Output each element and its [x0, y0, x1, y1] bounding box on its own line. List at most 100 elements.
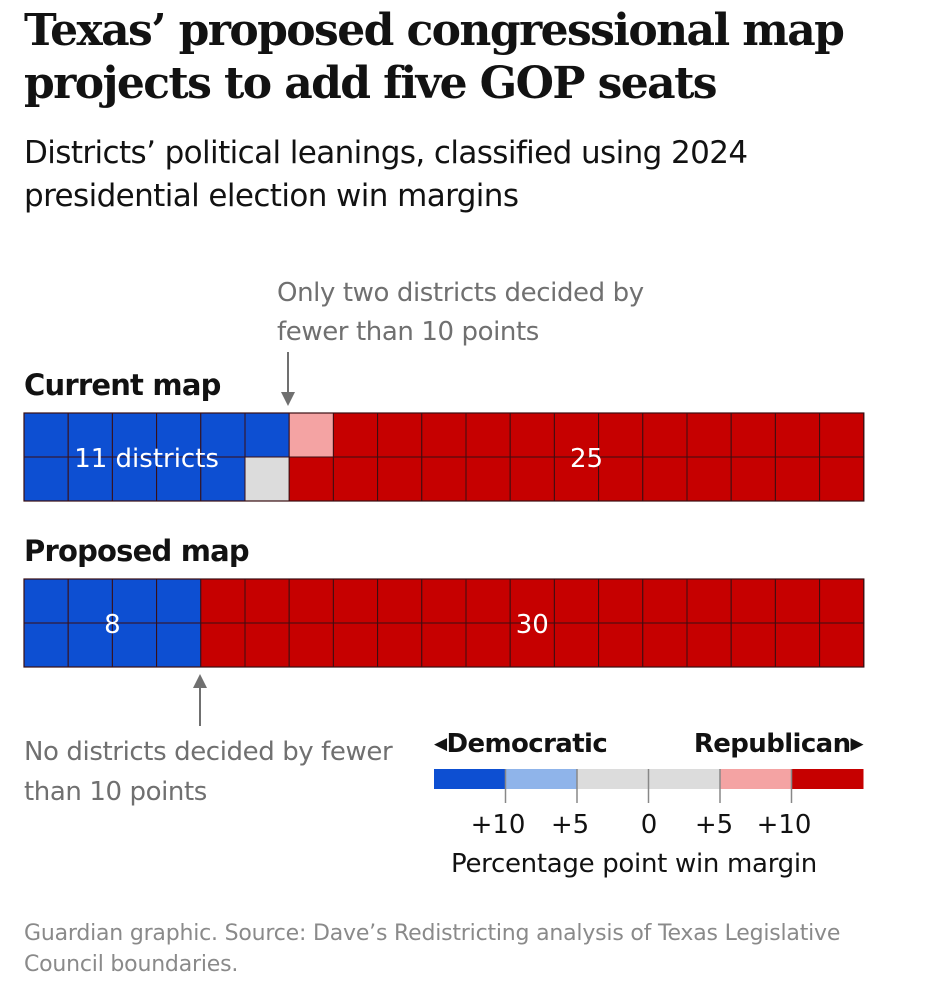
- district-cell-rep_strong: [642, 622, 688, 668]
- district-cell-rep_strong: [421, 622, 467, 668]
- legend-bin-tossup: [577, 769, 649, 789]
- legend-tick: +5: [694, 810, 734, 840]
- district-cell-rep_strong: [332, 456, 379, 502]
- district-cell-dem_strong: [200, 456, 246, 502]
- dem-count-label: 8: [104, 610, 121, 640]
- legend-color-bar: [434, 769, 864, 803]
- district-cell-dem_strong: [156, 622, 202, 668]
- arrow-up-icon: [193, 674, 207, 688]
- district-cell-dem_strong: [23, 578, 69, 624]
- district-cell-dem_strong: [23, 456, 69, 502]
- dem-count-label: 11 districts: [74, 444, 219, 474]
- district-cell-rep_strong: [730, 412, 776, 458]
- district-cell-rep_strong: [774, 622, 821, 668]
- district-cell-rep_strong: [465, 456, 511, 502]
- proposed-map-label: Proposed map: [24, 534, 250, 568]
- district-cell-rep_strong: [598, 456, 644, 502]
- district-cell-rep_strong: [421, 456, 467, 502]
- legend-bin-dem_lean: [505, 769, 578, 789]
- legend-democratic-label: Democratic: [446, 729, 608, 759]
- legend-axis-title: Percentage point win margin: [451, 849, 817, 879]
- district-cell-rep_strong: [244, 622, 290, 668]
- district-cell-tossup: [244, 456, 290, 502]
- arrow-down-icon: [281, 392, 295, 406]
- district-cell-rep_strong: [642, 412, 688, 458]
- district-cell-rep_strong: [377, 578, 423, 624]
- district-cell-rep_strong: [509, 456, 555, 502]
- legend-bin-tossup: [648, 769, 721, 789]
- rep-count-label: 25: [570, 444, 603, 474]
- district-cell-rep_strong: [288, 456, 334, 502]
- district-cell-rep_strong: [465, 622, 511, 668]
- source-note: Guardian graphic. Source: Dave’s Redistr…: [24, 921, 841, 977]
- legend-bin-dem_strong: [434, 769, 506, 789]
- district-cell-rep_strong: [730, 622, 776, 668]
- district-cell-dem_strong: [67, 456, 113, 502]
- district-cell-rep_strong: [421, 412, 467, 458]
- district-cell-rep_strong: [377, 456, 423, 502]
- district-cell-rep_strong: [377, 412, 423, 458]
- waffle-border: [23, 412, 865, 502]
- legend-democratic: ◀Democratic: [434, 726, 608, 762]
- current-map-label: Current map: [24, 368, 221, 402]
- district-cell-rep_strong: [377, 622, 423, 668]
- district-cell-rep_strong: [332, 412, 379, 458]
- district-cell-rep_strong: [598, 412, 644, 458]
- district-cell-rep_strong: [553, 622, 600, 668]
- legend-bin-rep_strong: [791, 769, 864, 789]
- district-cell-dem_strong: [156, 578, 202, 624]
- district-cell-rep_strong: [598, 578, 644, 624]
- district-cell-rep_strong: [774, 412, 821, 458]
- district-cell-rep_strong: [642, 456, 688, 502]
- triangle-left-icon: ◀: [434, 734, 447, 754]
- district-cell-rep_strong: [819, 412, 865, 458]
- district-cell-rep_strong: [819, 456, 865, 502]
- legend-tick: +10: [756, 810, 812, 840]
- district-cell-rep_strong: [509, 412, 555, 458]
- district-cell-rep_strong: [686, 456, 732, 502]
- district-cell-rep_strong: [642, 578, 688, 624]
- district-cell-rep_strong: [730, 578, 776, 624]
- district-cell-dem_strong: [156, 456, 202, 502]
- district-cell-rep_strong: [774, 578, 821, 624]
- district-cell-rep_strong: [819, 578, 865, 624]
- district-cell-rep_strong: [200, 622, 246, 668]
- district-cell-rep_strong: [686, 622, 732, 668]
- legend-tick: +5: [550, 810, 590, 840]
- district-cell-rep_strong: [465, 578, 511, 624]
- chart-subtitle: Districts’ political leanings, classifie…: [24, 135, 748, 214]
- legend-republican-label: Republican: [693, 729, 851, 759]
- waffle-border: [23, 578, 865, 668]
- triangle-right-icon: ▶: [850, 734, 864, 754]
- district-cell-rep_strong: [421, 578, 467, 624]
- district-cell-rep_strong: [288, 622, 334, 668]
- district-cell-rep_strong: [553, 578, 600, 624]
- district-cell-dem_strong: [23, 412, 69, 458]
- chart-title: Texas’ proposed congressional map projec…: [24, 5, 845, 109]
- district-cell-rep_strong: [332, 578, 379, 624]
- legend-bin-rep_lean: [720, 769, 792, 789]
- district-cell-rep_strong: [200, 578, 246, 624]
- legend-republican: Republican▶: [693, 726, 864, 762]
- district-cell-rep_strong: [244, 578, 290, 624]
- legend-tick: +10: [470, 810, 526, 840]
- annotation-top: Only two districts decided by fewer than…: [277, 278, 644, 347]
- district-cell-rep_strong: [465, 412, 511, 458]
- district-cell-dem_strong: [23, 622, 69, 668]
- district-cell-rep_strong: [774, 456, 821, 502]
- district-cell-rep_lean: [288, 412, 334, 458]
- district-cell-rep_strong: [509, 578, 555, 624]
- district-cell-rep_strong: [819, 622, 865, 668]
- district-cell-rep_strong: [686, 578, 732, 624]
- district-cell-rep_strong: [686, 412, 732, 458]
- current-map-waffle: 11 districts 25: [23, 412, 865, 502]
- proposed-map-waffle: 8 30: [23, 578, 865, 668]
- district-cell-dem_strong: [67, 412, 113, 458]
- annotation-bottom: No districts decided by fewer than 10 po…: [24, 737, 393, 807]
- district-cell-rep_strong: [332, 622, 379, 668]
- district-cell-rep_strong: [288, 578, 334, 624]
- annotation-arrows: [193, 352, 295, 726]
- rep-count-label: 30: [516, 610, 549, 640]
- district-cell-rep_strong: [598, 622, 644, 668]
